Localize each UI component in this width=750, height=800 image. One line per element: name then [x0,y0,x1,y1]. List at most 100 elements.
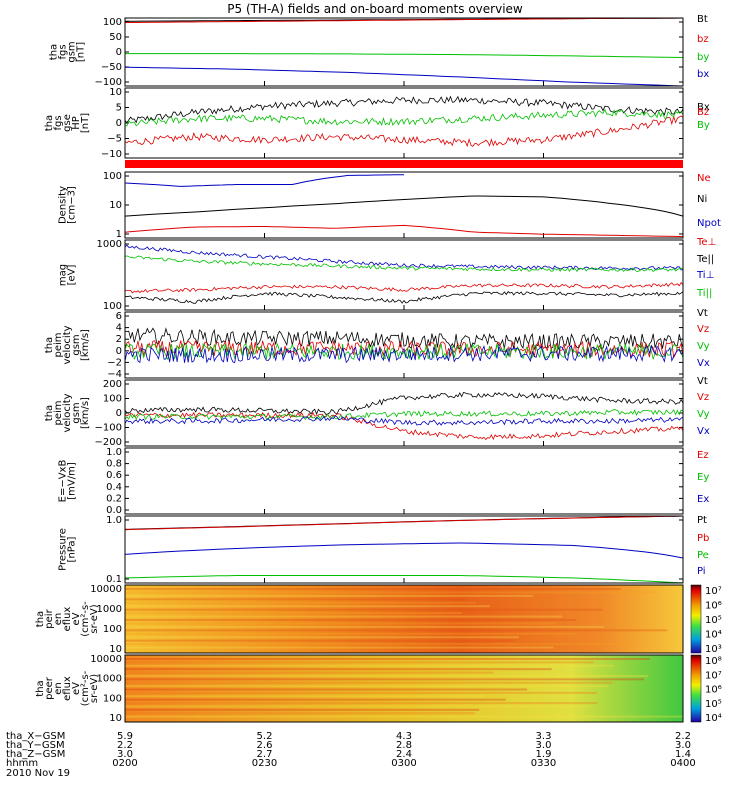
panel-1-ytick: 10 [109,87,122,98]
panel-9-band [125,688,528,691]
panel-8-band [125,588,622,590]
panel-7-series-2 [124,575,684,584]
panel-9-band [125,708,480,711]
panel-1-frame [124,87,684,159]
panel-9-band [125,658,650,660]
panel-3-ylabel-line: mag [58,264,69,286]
panel-0-ylabel-line: tha [49,44,60,60]
panel-7-ytick: 1.0 [106,515,122,526]
footer-value: 2.6 [257,740,273,751]
footer-value: 5.2 [257,731,273,742]
panel-2-ytick: 100 [103,171,122,182]
panel-3-ytick: 1000 [97,239,122,250]
panel-9-ylabel-line: en [53,682,64,695]
panel-5-legend-0: Vt [697,376,708,387]
panel-2-legend-0: Ne [697,173,711,184]
panel-5-ylabel-line: velocity [62,393,73,432]
panel-0-ylabel-line: fgs [58,44,69,59]
panel-7-legend-3: Pi [697,566,706,577]
panel-9-ytick: 10 [109,713,122,724]
panel-0-series-3 [124,66,684,87]
panel-7-legend-1: Pb [697,533,709,544]
panel-5-ytick: 100 [103,394,122,405]
panel-9-band [125,674,649,677]
panel-8-ylabel-line: eflux [62,607,73,632]
panel-3-series-2 [124,244,684,271]
panel-4-series-2 [124,342,684,361]
footer-value: 0230 [252,758,277,769]
panel-1-ylabel-line: gse [62,114,73,132]
panel-8-colorbar-tick: 10⁵ [705,615,722,626]
footer-value: 0200 [112,758,137,769]
footer-value: 2.8 [396,740,412,751]
panel-9-band [125,685,608,688]
footer-value: 3.0 [675,740,691,751]
panel-8-band [125,612,463,615]
panel-8-frame [124,584,684,654]
panel-5-series-3 [124,415,684,426]
panel-9-colorbar-bar [690,654,702,723]
panel-2-series-0 [124,224,684,238]
footer-value: 2.7 [257,749,273,760]
panel-0-series-2 [125,53,684,58]
panel-8-colorbar-tick: 10⁴ [705,630,722,641]
panel-9-colorbar-tick: 10⁴ [705,713,722,724]
panel-2-legend-2: Npot [697,218,721,229]
panel-2-ylabel-line: [cm−3] [67,186,78,224]
panel-9-band [125,678,644,681]
panel-5-legend-2: Vy [697,409,710,420]
panel-9-band [125,671,494,674]
panel-8-spectrogram [125,585,683,653]
panel-4-ylabel-line: [km/s] [80,329,91,361]
panel-5-ytick: 200 [103,379,122,390]
panel-9-ylabel-line: sr-eV) [89,674,100,703]
footer-row-label: tha_Z−GSM [6,749,65,760]
panel-8-band [125,625,605,628]
panel-3-legend-2: Ti⊥ [696,270,714,281]
panel-9-band [125,664,614,667]
panel-8-band [125,636,520,639]
panel-9-band [125,668,552,671]
panel-9-band [125,661,594,664]
panel-8-band [125,608,603,611]
panel-3-series-0 [124,281,684,294]
panel-7-ytick: 0.1 [106,574,122,585]
panel-9-ylabel-line: eflux [62,676,73,701]
panel-1-ylabel-line: tha [44,115,55,131]
panel-3-legend-1: Te|| [696,254,714,265]
panel-1-ytick: −10 [101,149,122,160]
panel-8-ylabel-line: tha [35,611,46,627]
panel-1-legend-0: Bx [697,102,710,113]
panel-6-ylabel-line: [mV/m] [67,462,78,500]
panel-7: Pressure[nPa] 1.0 0.1 Pt Pb Pe Pi [58,515,710,585]
panel-9-band [125,698,506,701]
panel-9-band [125,715,683,718]
panel-0-legend-1: bz [697,34,709,45]
panel-7-ylabel-line: [nPa] [67,536,78,562]
panel-8-band [125,639,515,642]
panel-8-band [125,643,635,646]
footer-value: 1.9 [536,749,552,760]
panel-4-ytick: 0 [116,346,122,357]
separator-bar [125,160,683,168]
panel-7-series-1 [124,515,684,531]
panel-0-ytick: 0 [116,47,122,58]
panel-8-ylabel-line: eV [71,612,82,625]
panel-3-frame [124,239,684,311]
panel-8-ytick: 10000 [90,584,122,595]
footer-row-label: tha_Y−GSM [6,740,65,751]
panel-9-ylabel-line: tha [35,680,46,696]
footer-value: 2.4 [396,749,412,760]
panel-1-ytick: 0 [116,118,122,129]
panel-7-legend-2: Pe [697,550,709,561]
panel-4-ytick: 2 [116,334,122,345]
panel-5-series-2 [124,409,684,421]
panel-5-legend-3: Vx [697,426,710,437]
footer-value: 1.4 [675,749,691,760]
panel-2: Density[cm−3] 100 10 1 Ne Ni Npot [58,171,721,240]
footer-value: 0400 [670,758,695,769]
panel-5-ytick: −100 [95,423,122,434]
